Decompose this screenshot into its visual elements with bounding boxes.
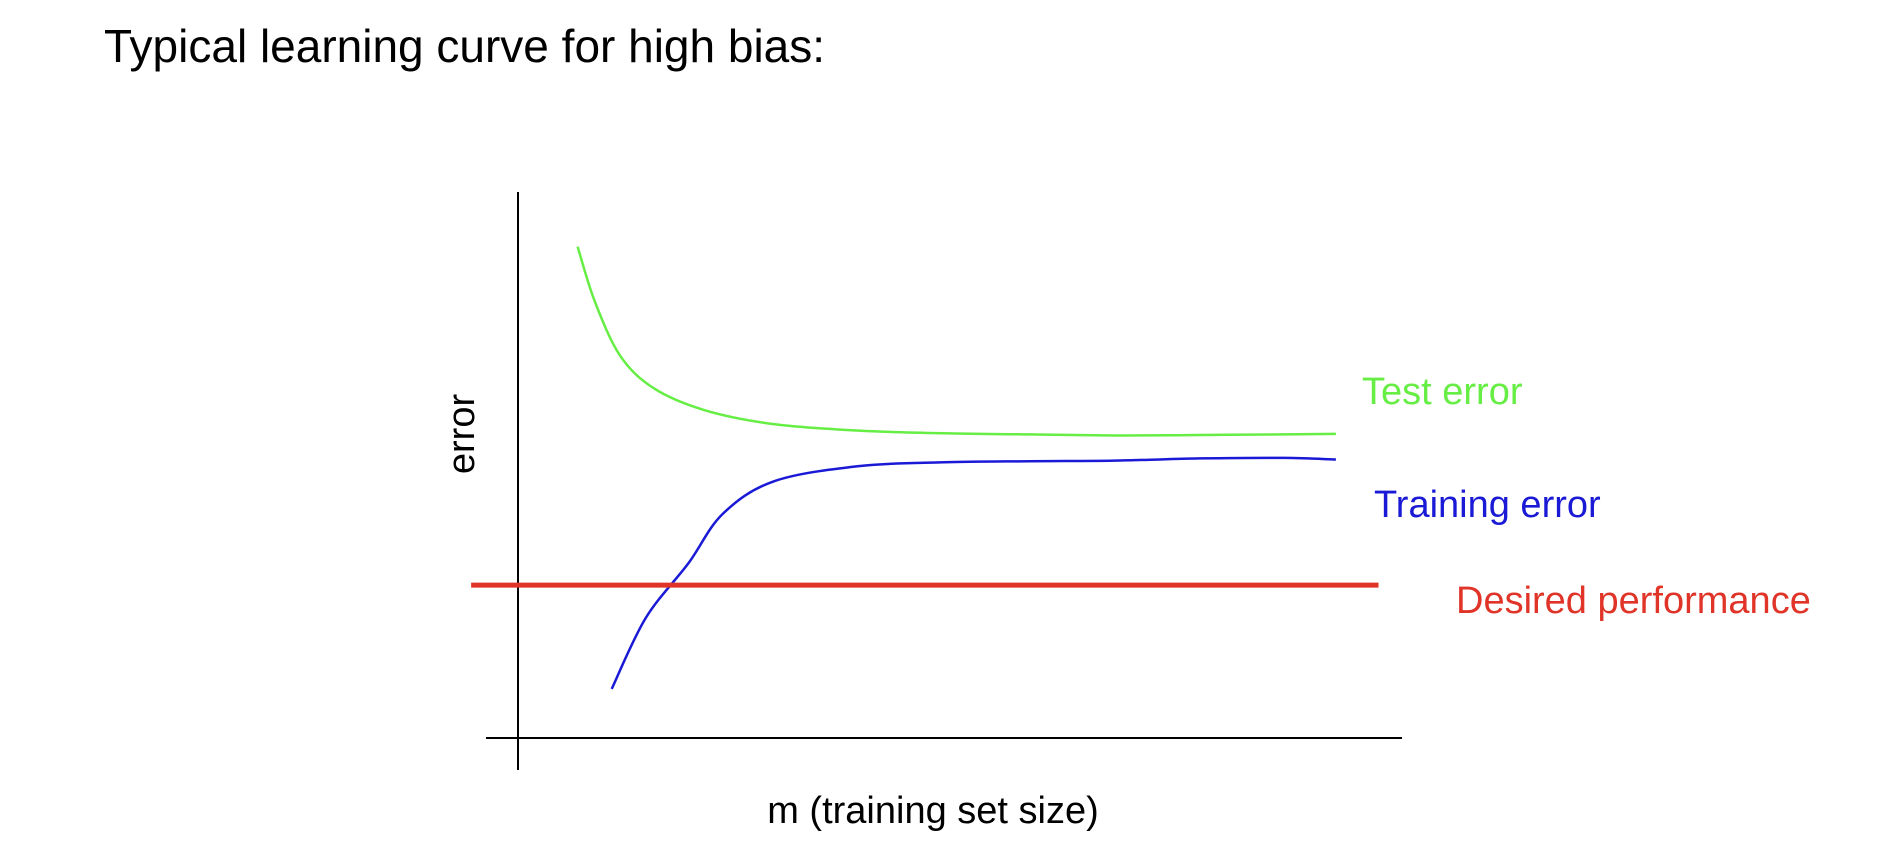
series-layer — [471, 246, 1379, 690]
desired-performance-label: Desired performance — [1456, 580, 1811, 622]
slide-title: Typical learning curve for high bias: — [104, 20, 826, 72]
y-axis-label: error — [441, 394, 483, 475]
test-error-line — [576, 246, 1336, 437]
training-error-line — [610, 456, 1336, 690]
series-label-layer: Test error Training error Desired performa… — [1362, 371, 1811, 622]
test-error-label: Test error — [1362, 371, 1523, 413]
training-error-label: Training error — [1374, 484, 1601, 526]
x-axis-label: m (training set size) — [767, 790, 1099, 832]
